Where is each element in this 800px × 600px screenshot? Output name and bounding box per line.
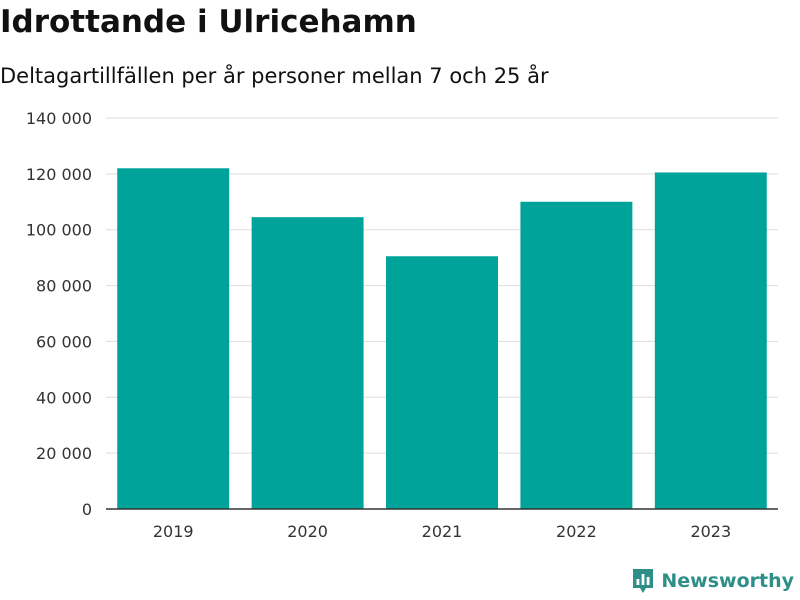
- y-tick-label: 60 000: [36, 332, 92, 351]
- chart-title: Idrottande i Ulricehamn: [0, 4, 417, 40]
- x-tick-label: 2022: [556, 522, 597, 541]
- y-tick-label: 80 000: [36, 277, 92, 296]
- x-tick-label: 2021: [422, 522, 463, 541]
- tick-labels: 0 20 000 40 000 60 000 80 000 100 000 120 000 1…: [26, 109, 731, 541]
- y-tick-label: 40 000: [36, 388, 92, 407]
- y-tick-label: 20 000: [36, 444, 92, 463]
- chart-subtitle: Deltagartillfällen per år personer mella…: [0, 64, 549, 88]
- y-tick-label: 120 000: [26, 165, 92, 184]
- bar-2019: [117, 168, 230, 509]
- y-tick-label: 100 000: [26, 221, 92, 240]
- bar-2021: [386, 256, 498, 509]
- bar-2022: [520, 201, 633, 510]
- bars: [117, 168, 767, 510]
- y-tick-label: 0: [82, 500, 92, 519]
- bar-2020: [251, 217, 364, 509]
- x-tick-label: 2019: [153, 522, 194, 541]
- x-tick-label: 2023: [690, 522, 731, 541]
- y-tick-label: 140 000: [26, 109, 92, 128]
- newsworthy-brand-name: Newsworthy: [661, 570, 794, 592]
- bar-2023: [654, 172, 767, 510]
- newsworthy-logo-icon: [633, 569, 654, 593]
- x-tick-label: 2020: [287, 522, 328, 541]
- newsworthy-brand: Newsworthy: [631, 564, 794, 598]
